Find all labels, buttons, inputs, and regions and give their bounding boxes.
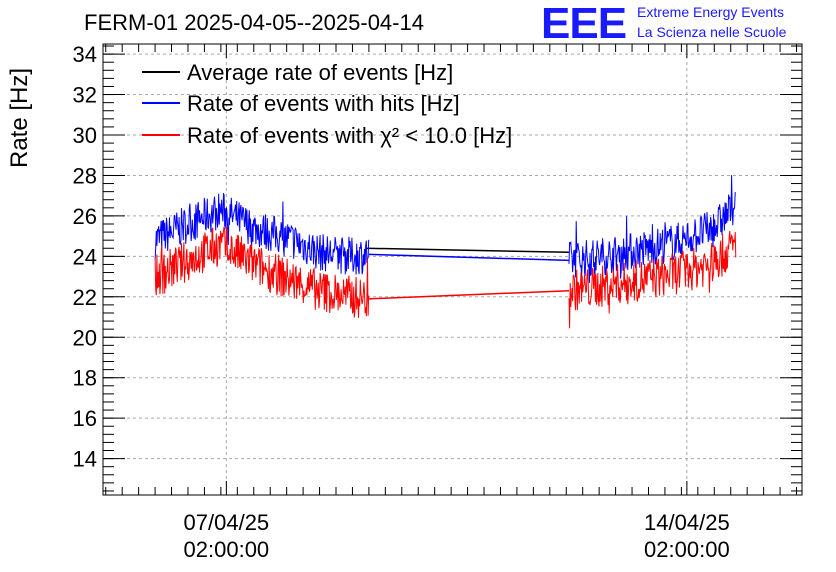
x-tick-label-time: 02:00:00 <box>184 537 270 562</box>
series-hits-line <box>154 175 736 286</box>
series-average-line <box>366 247 570 254</box>
y-tick-label: 16 <box>73 406 97 431</box>
x-tick-label-date: 07/04/25 <box>184 510 270 535</box>
legend-label: Rate of events with hits [Hz] <box>187 91 460 116</box>
logo-caption: Extreme Energy Events La Scienza nelle S… <box>637 2 786 42</box>
series-hits-gap-line <box>368 253 570 262</box>
y-tick-label: 18 <box>73 366 97 391</box>
logo-caption-line2: La Scienza nelle Scuole <box>637 24 787 40</box>
chart-title: FERM-01 2025-04-05--2025-04-14 <box>84 10 424 35</box>
y-tick-label: 26 <box>73 204 97 229</box>
y-tick-label: 34 <box>73 42 97 67</box>
y-tick-label: 30 <box>73 123 97 148</box>
legend-label: Rate of events with χ² < 10.0 [Hz] <box>187 123 512 148</box>
series-chi2-line <box>154 226 737 329</box>
y-tick-label: 14 <box>73 447 97 472</box>
plot-frame <box>102 43 803 496</box>
y-tick-label: 20 <box>73 325 97 350</box>
eee-logo: EEE <box>541 0 627 48</box>
series-chi2-gap-line <box>368 289 570 300</box>
y-tick-label: 28 <box>73 163 97 188</box>
y-tick-label: 24 <box>73 244 97 269</box>
logo-caption-line1: Extreme Energy Events <box>637 4 785 20</box>
x-tick-label-date: 14/04/25 <box>644 510 730 535</box>
legend-label: Average rate of events [Hz] <box>187 60 453 85</box>
x-tick-label-time: 02:00:00 <box>644 537 730 562</box>
y-tick-label: 22 <box>73 285 97 310</box>
y-tick-label: 32 <box>73 83 97 108</box>
